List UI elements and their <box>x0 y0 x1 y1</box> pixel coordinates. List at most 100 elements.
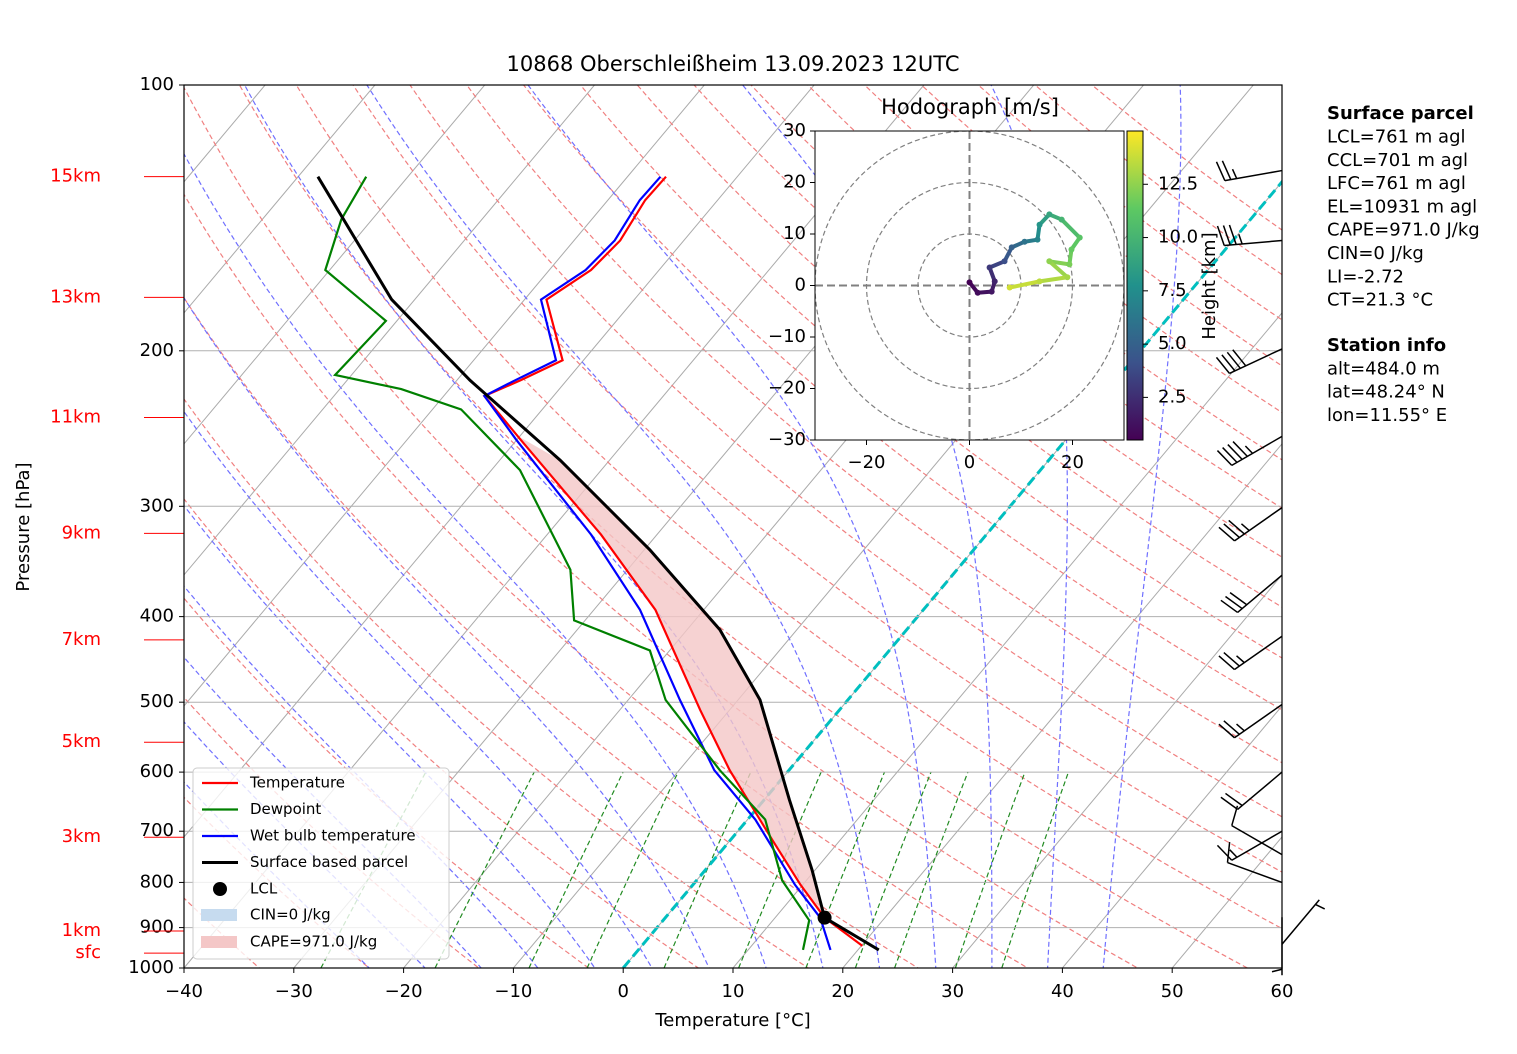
isotherm <box>1061 705 1282 968</box>
barb-half <box>1244 445 1254 454</box>
legend-label: CIN=0 J/kg <box>250 906 331 924</box>
barb-full <box>1218 655 1235 671</box>
barb-full <box>1218 526 1235 542</box>
isotherm <box>184 85 376 314</box>
legend-box <box>192 767 450 960</box>
lcl-point <box>817 910 832 925</box>
hodo-y-tick-label: 10 <box>783 223 806 244</box>
barb-full <box>1216 844 1233 861</box>
info-line: LFC=761 m agl <box>1327 173 1466 194</box>
hodo-point <box>1001 258 1008 265</box>
x-tick-label: 40 <box>1051 981 1074 1002</box>
y-tick-label: 800 <box>140 871 174 892</box>
height-tick-label: sfc <box>75 942 101 963</box>
barb-full <box>1221 354 1236 372</box>
info-heading: Surface parcel <box>1327 103 1474 124</box>
y-tick-label: 500 <box>140 691 174 712</box>
dry-adiabat <box>466 85 1282 764</box>
barb-full <box>1221 160 1232 180</box>
barb-staff <box>1231 824 1283 856</box>
info-line: EL=10931 m agl <box>1327 196 1477 217</box>
wind-barb <box>1220 771 1283 810</box>
hodo-segment <box>1047 259 1070 280</box>
profile-line <box>316 175 880 952</box>
barb-full <box>1216 225 1225 246</box>
barb-full <box>1216 450 1233 466</box>
colorbar-tick-label: 2.5 <box>1158 386 1187 407</box>
height-tick-label: 9km <box>62 522 101 543</box>
dry-adiabat <box>184 296 920 968</box>
height-tick-label: 11km <box>50 407 101 428</box>
y-tick-label: 100 <box>140 74 174 95</box>
y-tick-label: 300 <box>140 495 174 516</box>
dry-adiabat <box>184 696 480 968</box>
y-tick-label: 1000 <box>128 957 174 978</box>
wind-barb <box>1215 348 1283 375</box>
hodo-segment <box>1007 279 1042 290</box>
barb-half <box>1236 723 1245 732</box>
y-tick-label: 200 <box>140 340 174 361</box>
info-line: CIN=0 J/kg <box>1327 243 1424 264</box>
barb-staff <box>1224 239 1283 247</box>
x-tick-label: 50 <box>1161 981 1184 1002</box>
legend: Temperature Dewpoint Wet bulb temperature S… <box>192 767 450 960</box>
hodo-point <box>988 288 995 295</box>
colorbar-tick-label: 12.5 <box>1158 173 1198 194</box>
colorbar-tick-label: 10.0 <box>1158 227 1198 248</box>
mixing-ratio-line <box>528 771 624 968</box>
barb-staff <box>1237 771 1283 810</box>
dry-adiabat <box>184 86 1139 968</box>
hodo-point <box>966 279 973 286</box>
hodo-point <box>1046 211 1053 218</box>
barb-staff <box>1224 169 1283 182</box>
dry-adiabat <box>750 85 1282 509</box>
y-tick-label: 900 <box>140 917 174 938</box>
hodo-segment <box>1059 217 1082 240</box>
barb-staff <box>1227 861 1283 884</box>
barb-full <box>1226 842 1231 863</box>
barb-full <box>1223 720 1240 735</box>
hodo-point <box>1008 244 1015 251</box>
legend-label: Dewpoint <box>250 800 321 818</box>
hodo-y-tick-label: −10 <box>768 326 806 347</box>
hodo-point <box>1058 216 1065 223</box>
wind-barb <box>1281 899 1326 945</box>
info-line: CAPE=971.0 J/kg <box>1327 220 1480 241</box>
legend-label: Wet bulb temperature <box>250 827 416 845</box>
moist-adiabat <box>366 85 881 968</box>
legend-label: Temperature <box>249 774 345 792</box>
height-tick-label: 13km <box>50 286 101 307</box>
moist-adiabat <box>243 85 824 968</box>
wind-barb <box>1231 805 1283 856</box>
wind-barb <box>1218 506 1283 542</box>
moist-adiabat <box>527 85 937 968</box>
x-tick-label: −10 <box>494 981 532 1002</box>
x-tick-label: −30 <box>275 981 313 1002</box>
info-line: CCL=701 m agl <box>1327 150 1468 171</box>
height-tick-label: 7km <box>62 629 101 650</box>
y-tick-label: 400 <box>140 606 174 627</box>
hodo-point <box>1046 258 1053 265</box>
y-axis-label: Pressure [hPa] <box>13 462 34 591</box>
chart-title: 10868 Oberschleißheim 13.09.2023 12UTC <box>507 52 960 76</box>
barb-staff <box>1231 435 1283 467</box>
legend-swatch <box>213 882 227 896</box>
isotherm <box>842 443 1282 968</box>
barb-full <box>1218 723 1235 739</box>
hodo-y-tick-label: −30 <box>768 429 806 450</box>
barb-full <box>1232 441 1248 457</box>
barb-staff <box>1237 574 1283 614</box>
moist-adiabat <box>184 152 767 968</box>
isotherm <box>184 85 705 707</box>
hodo-y-tick-label: 20 <box>783 172 806 193</box>
barb-full <box>1220 796 1239 810</box>
barb-staff <box>1234 635 1283 671</box>
x-tick-label: 0 <box>617 981 628 1002</box>
barb-half <box>1236 655 1245 664</box>
barb-full <box>1227 444 1243 460</box>
barb-full <box>1232 349 1247 367</box>
hodo-point <box>1068 246 1075 253</box>
x-axis-label: Temperature [°C] <box>654 1010 810 1031</box>
height-tick-label: 5km <box>62 731 101 752</box>
